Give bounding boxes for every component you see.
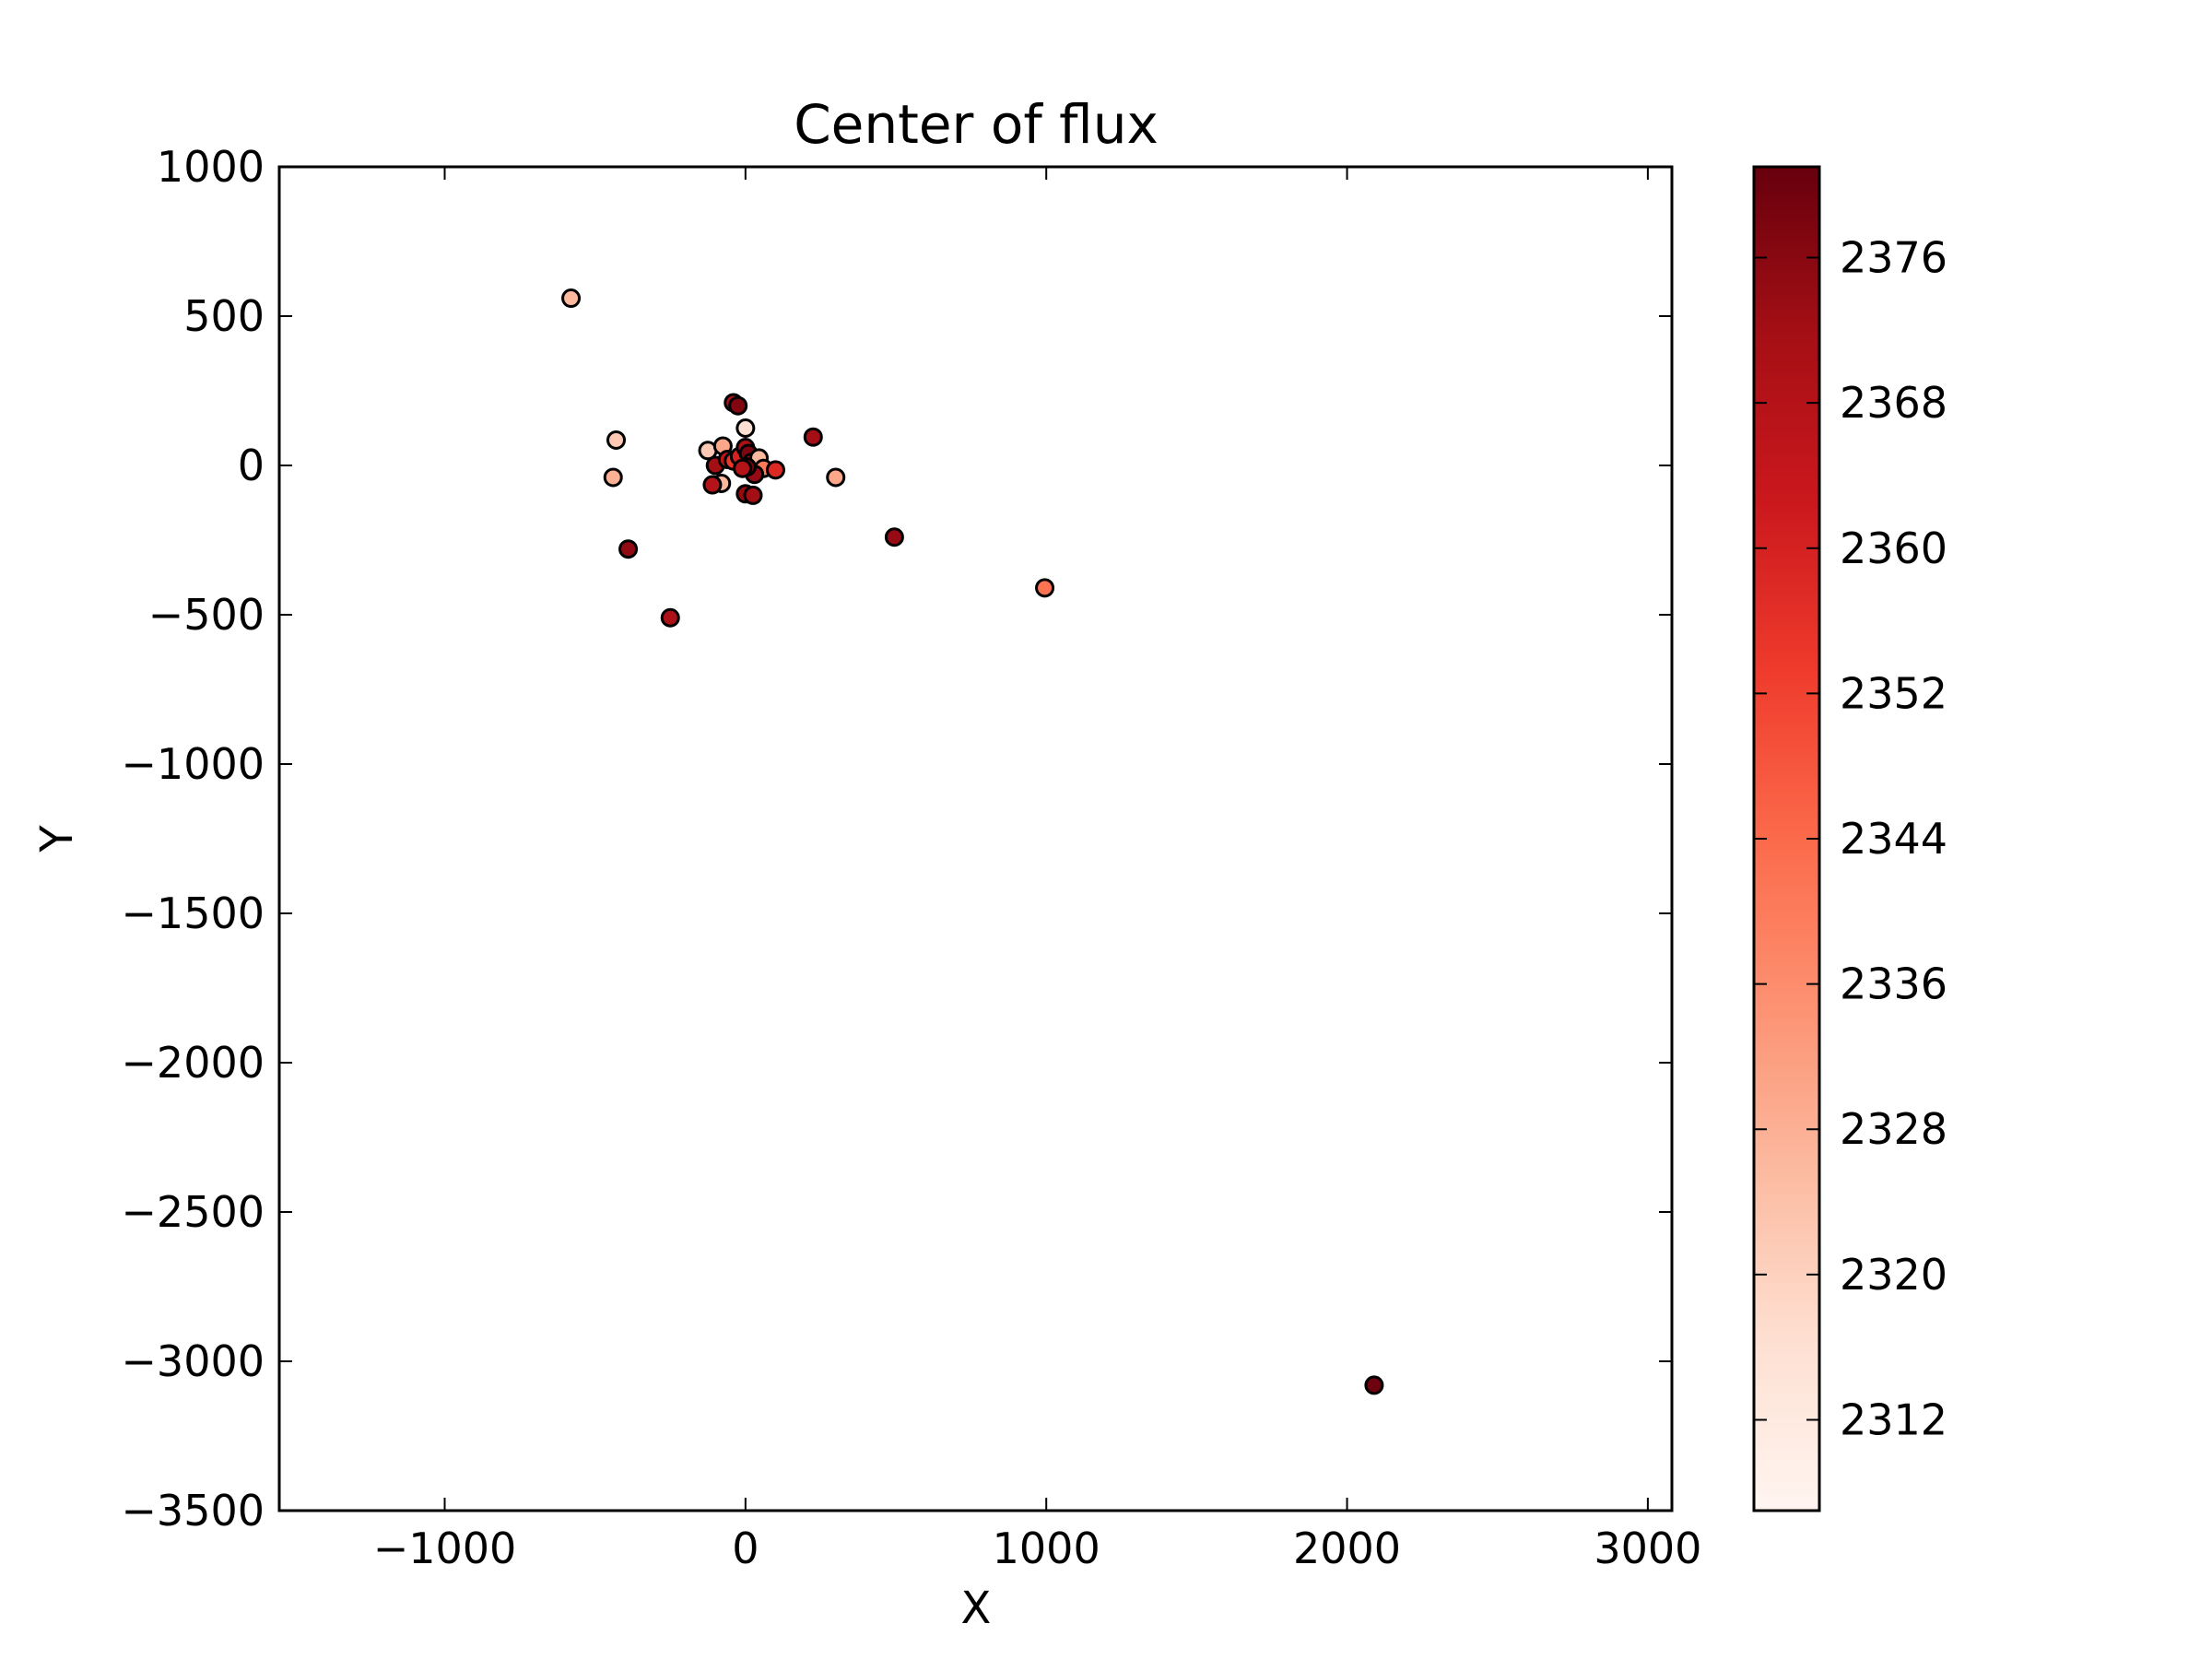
colorbar-tick-label: 2328: [1840, 1104, 1947, 1154]
colorbar-tick-label: 2360: [1840, 524, 1947, 573]
x-tick-label: −1000: [373, 1524, 517, 1573]
y-tick-label: −3000: [121, 1336, 265, 1386]
scatter-point: [803, 427, 823, 447]
y-tick-label: 1000: [157, 142, 265, 192]
y-axis-ticks: 1000 500 0 −500 −1000 −1500 −2000 −2500 −3000 −35…: [121, 142, 1672, 1535]
scatter-point: [765, 460, 785, 480]
scatter-point: [660, 607, 680, 628]
scatter-point: [702, 475, 723, 495]
scatter-point: [606, 429, 627, 450]
y-tick-label: −2500: [121, 1187, 265, 1237]
scatter-point: [735, 418, 756, 438]
colorbar-tick-label: 2376: [1840, 233, 1947, 283]
plot-frame: [277, 165, 1674, 1512]
y-tick-label: 500: [183, 291, 265, 341]
scatter-point: [561, 288, 582, 309]
y-tick-label: −1500: [121, 888, 265, 938]
colorbar: 2312 2320 2328 2336 2344 2352 2360 2368 2376: [1752, 165, 1947, 1512]
colorbar-tick-label: 2320: [1840, 1250, 1947, 1300]
scatter-point: [618, 539, 639, 559]
colorbar-tick-label: 2352: [1840, 668, 1947, 718]
y-tick-label: −3500: [121, 1486, 265, 1535]
scatter-points: [561, 288, 1384, 1395]
colorbar-tick-label: 2344: [1840, 814, 1947, 864]
y-tick-label: 0: [238, 441, 265, 490]
colorbar-ticks: 2312 2320 2328 2336 2344 2352 2360 2368 2376: [1754, 233, 1947, 1444]
scatter-point: [1035, 578, 1055, 598]
colorbar-tick-label: 2312: [1840, 1394, 1947, 1444]
scatter-point: [1364, 1375, 1384, 1395]
y-tick-label: −2000: [121, 1038, 265, 1088]
x-tick-label: 2000: [1293, 1524, 1401, 1573]
x-tick-label: 3000: [1594, 1524, 1701, 1573]
colorbar-tick-label: 2336: [1840, 959, 1947, 1009]
scatter-point: [884, 527, 904, 547]
y-tick-label: −1000: [121, 739, 265, 789]
scatter-point: [743, 485, 763, 505]
x-axis-ticks: −1000 0 1000 2000 3000: [373, 167, 1701, 1573]
scatter-point: [733, 458, 753, 478]
chart-title: Center of flux: [794, 93, 1159, 156]
scatter-point: [826, 467, 846, 488]
plot-area: −1000 0 1000 2000 3000 1000 500 0 −500 −1000 −150…: [121, 142, 1701, 1573]
x-axis-label: X: [961, 1583, 992, 1634]
y-tick-label: −500: [148, 590, 265, 640]
x-tick-label: 1000: [993, 1524, 1100, 1573]
y-axis-label: Y: [31, 825, 83, 853]
scatter-point: [728, 395, 748, 416]
scatter-point: [603, 467, 623, 488]
x-tick-label: 0: [732, 1524, 759, 1573]
colorbar-tick-label: 2368: [1840, 378, 1947, 428]
